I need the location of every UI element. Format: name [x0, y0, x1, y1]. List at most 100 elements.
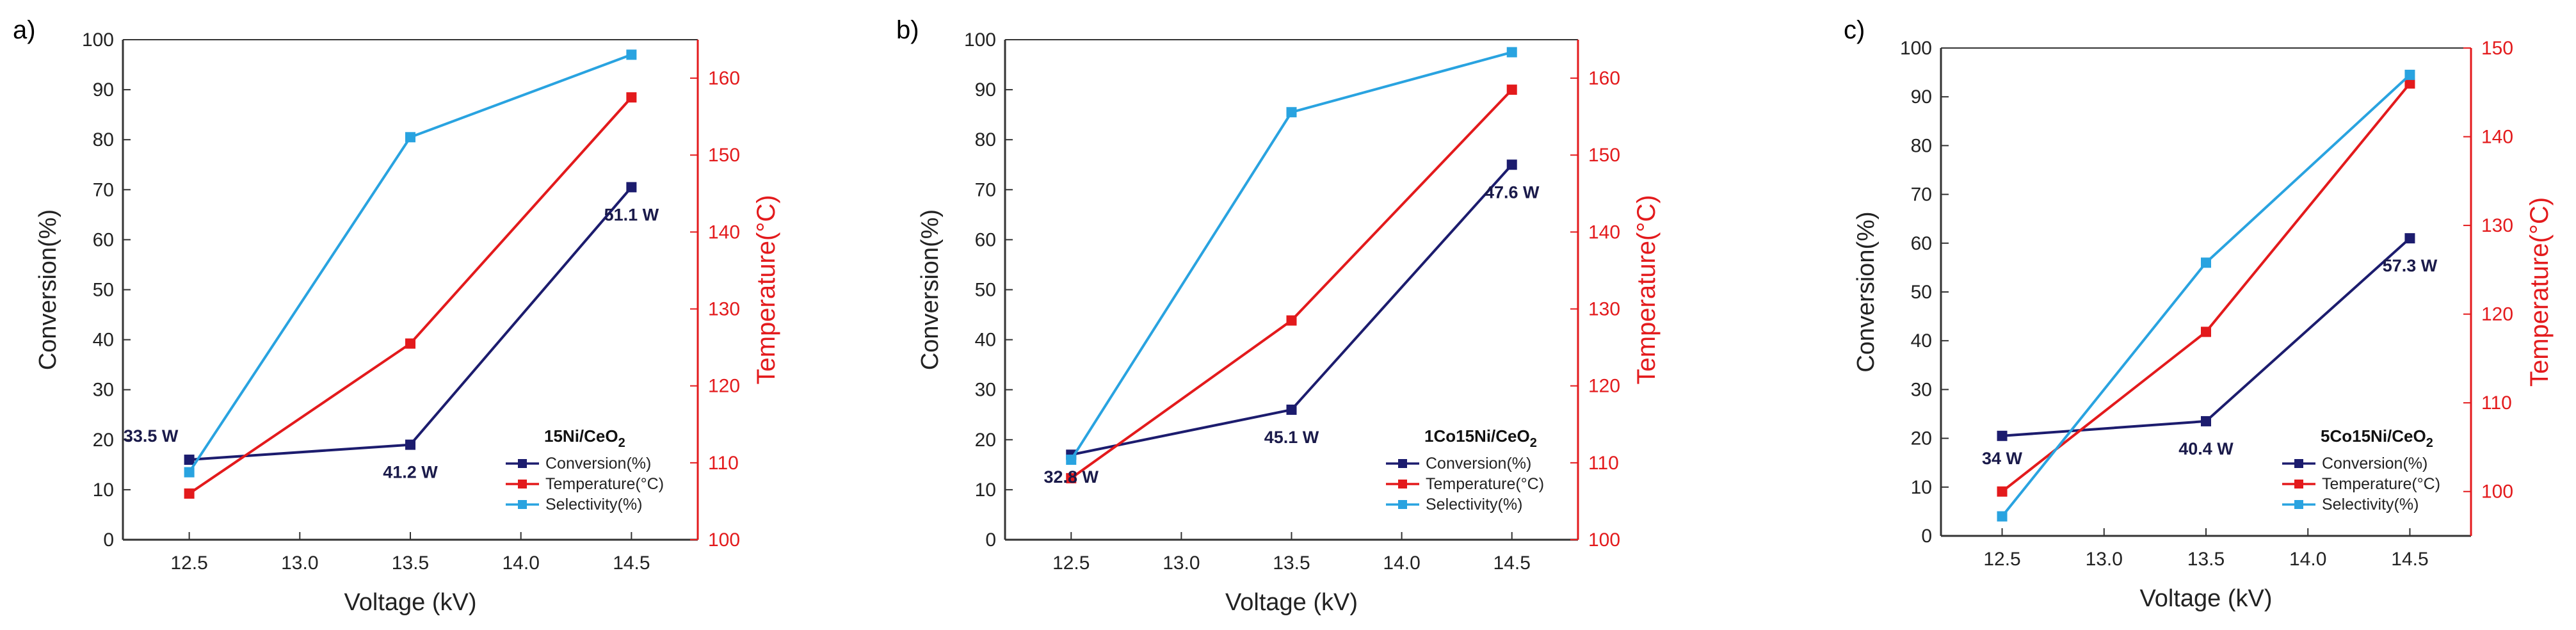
legend-label: Selectivity(%) — [545, 496, 642, 513]
y-right-tick-label: 140 — [1588, 222, 1620, 243]
x-tick-label: 12.5 — [170, 553, 207, 574]
y-tick-label: 70 — [93, 179, 114, 200]
legend-label: Selectivity(%) — [1426, 496, 1522, 513]
y-tick-label: 90 — [93, 79, 114, 101]
y-tick-label: 40 — [975, 330, 996, 351]
legend-marker — [2294, 480, 2303, 489]
y-right-tick-label: 150 — [2481, 38, 2513, 59]
data-point — [405, 132, 415, 143]
legend: 5Co15Ni/CeO2 Conversion(%) Temperature(°C)… — [2282, 426, 2440, 513]
y-right-tick-label: 130 — [1588, 299, 1620, 320]
y-right-tick-label: 130 — [2481, 215, 2513, 236]
y-right-tick-label: 160 — [708, 68, 740, 89]
legend-marker — [518, 500, 527, 509]
data-point — [626, 49, 637, 60]
y-tick-label: 30 — [1911, 379, 1932, 400]
y-right-tick-label: 110 — [1588, 453, 1619, 474]
data-point — [405, 439, 415, 450]
legend-label: Conversion(%) — [545, 455, 651, 472]
y-right-tick-label: 130 — [708, 299, 740, 320]
y-tick-label: 70 — [1911, 184, 1932, 206]
y-axis-title: Conversion(%) — [1853, 211, 1880, 372]
data-point — [184, 467, 195, 478]
legend-label: Selectivity(%) — [2322, 496, 2419, 513]
chart-panel-1: a) 0 10 20 30 40 50 60 70 80 90 100 100 110 120 130 140 1… — [13, 16, 780, 616]
y-tick-label: 0 — [985, 529, 996, 551]
y-tick-label: 10 — [93, 480, 114, 501]
data-point — [2201, 257, 2211, 268]
legend-label: Temperature(°C) — [1426, 475, 1544, 493]
x-tick-label: 14.5 — [613, 553, 650, 574]
y-tick-label: 90 — [1911, 86, 1932, 108]
data-point — [184, 455, 195, 465]
y-tick-label: 90 — [975, 79, 996, 101]
y-tick-label: 60 — [1911, 233, 1932, 254]
y-tick-label: 80 — [93, 129, 114, 150]
y-tick-label: 0 — [103, 529, 114, 551]
data-point — [2201, 327, 2211, 337]
legend-marker — [1398, 480, 1407, 489]
data-label: 40.4 W — [2178, 439, 2234, 458]
legend-title: 5Co15Ni/CeO2 — [2321, 426, 2433, 450]
data-point — [1506, 159, 1517, 170]
data-point — [405, 338, 415, 349]
y-right-tick-label: 160 — [1588, 68, 1620, 89]
data-point — [2404, 233, 2415, 244]
legend-title: 1Co15Ni/CeO2 — [1424, 426, 1537, 450]
x-tick-label: 12.5 — [1983, 549, 2020, 570]
data-point — [1066, 455, 1077, 465]
legend-title-subscript: 2 — [1530, 436, 1537, 450]
y-right-tick-label: 100 — [1588, 529, 1620, 551]
data-point — [1286, 404, 1297, 415]
y-right-tick-label: 140 — [2481, 127, 2513, 148]
data-label: 57.3 W — [2383, 256, 2438, 275]
y-tick-label: 20 — [975, 430, 996, 451]
legend-marker — [1398, 500, 1407, 509]
y-tick-label: 60 — [975, 229, 996, 250]
data-point — [1506, 47, 1517, 58]
data-label: 33.5 W — [124, 426, 179, 446]
legend-label: Temperature(°C) — [2322, 475, 2440, 493]
data-label: 41.2 W — [383, 463, 438, 482]
y-tick-label: 30 — [93, 380, 114, 401]
x-tick-label: 13.0 — [281, 553, 318, 574]
y-right-tick-label: 140 — [708, 222, 740, 243]
x-tick-label: 14.5 — [2391, 549, 2428, 570]
y-tick-label: 80 — [1911, 135, 1932, 156]
legend-marker — [2294, 500, 2303, 509]
series-line-1 — [2002, 237, 2411, 437]
y-right-tick-label: 110 — [708, 453, 739, 474]
data-label: 47.6 W — [1485, 182, 1540, 202]
data-label: 32.8 W — [1043, 467, 1099, 487]
data-point — [626, 92, 637, 103]
data-label: 51.1 W — [604, 205, 659, 224]
legend-title-subscript: 2 — [618, 436, 625, 450]
y-right-tick-label: 120 — [1588, 376, 1620, 397]
data-point — [2404, 78, 2415, 89]
x-tick-label: 14.0 — [1383, 553, 1420, 574]
legend-label: Conversion(%) — [1426, 455, 1531, 472]
y-tick-label: 10 — [1911, 477, 1932, 498]
x-axis-title: Voltage (kV) — [2140, 585, 2273, 612]
y-tick-label: 40 — [1911, 330, 1932, 351]
y-right-tick-label: 100 — [2481, 481, 2513, 503]
data-point — [2404, 69, 2415, 80]
data-point — [1997, 430, 2008, 441]
y-right-axis-title: Temperature(°C) — [752, 195, 780, 384]
legend-marker — [518, 459, 527, 468]
x-tick-label: 13.0 — [1163, 553, 1200, 574]
y-tick-label: 20 — [1911, 428, 1932, 449]
data-point — [1066, 472, 1077, 483]
data-point — [2201, 416, 2211, 426]
x-tick-label: 13.5 — [2187, 549, 2225, 570]
y-tick-label: 100 — [964, 29, 996, 51]
panel-label: c) — [1844, 16, 1865, 44]
series-line-1 — [189, 186, 632, 462]
data-point — [1286, 107, 1297, 118]
y-right-axis-title: Temperature(°C) — [1632, 195, 1661, 384]
y-tick-label: 20 — [93, 430, 114, 451]
chart-panel-3: c) 0 10 20 30 40 50 60 70 80 90 100 100 110 120 130 140 1… — [1844, 16, 2554, 612]
series-line-2 — [1070, 88, 1513, 480]
x-tick-label: 13.0 — [2086, 549, 2123, 570]
